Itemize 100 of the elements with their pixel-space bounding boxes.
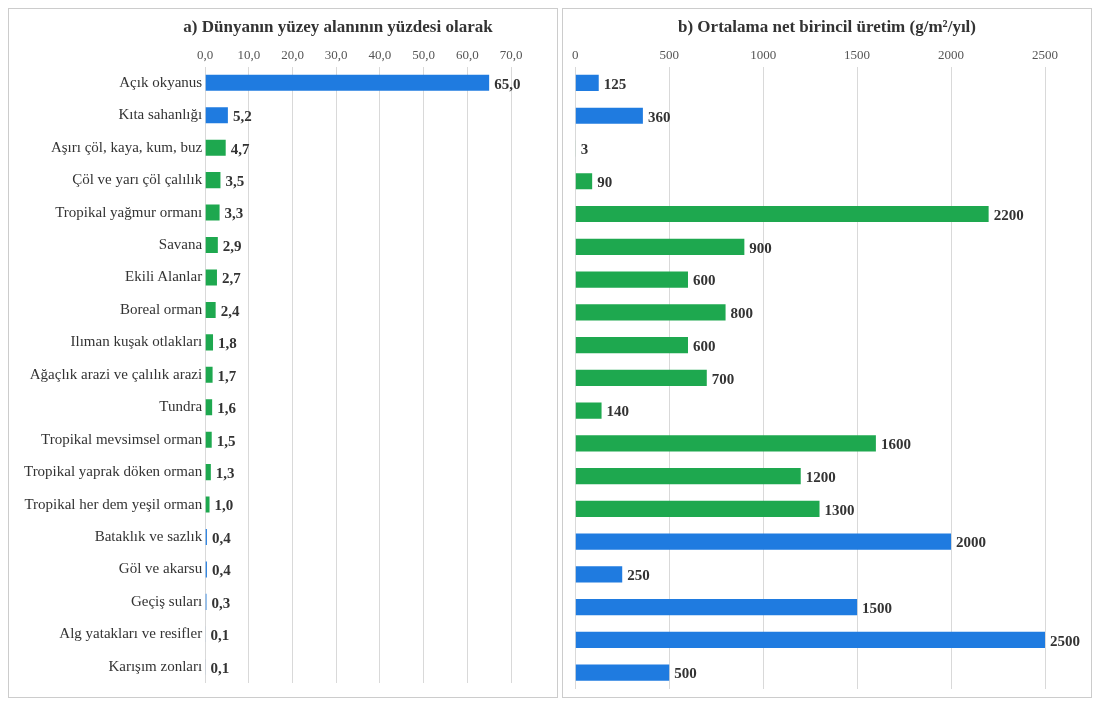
data-label: 1,6 — [217, 400, 237, 417]
x-tick-label: 1500 — [844, 47, 871, 63]
data-label: 0,3 — [211, 594, 231, 611]
data-label: 2,4 — [220, 302, 240, 319]
data-label: 3 — [580, 141, 589, 158]
bar — [205, 269, 217, 286]
data-label: 1,7 — [217, 367, 237, 384]
data-label: 125 — [603, 75, 627, 92]
data-label: 0,1 — [210, 659, 230, 676]
bar — [205, 399, 213, 416]
y-tick-label: Tropikal yağmur ormanı — [55, 203, 203, 220]
bar — [205, 237, 218, 254]
bar — [575, 369, 707, 386]
x-tick-label: 500 — [659, 47, 679, 63]
data-label: 1,5 — [216, 432, 236, 449]
y-tick-label: Geçiş suları — [130, 592, 203, 609]
y-tick-label: Kıta sahanlığı — [118, 106, 203, 123]
data-label: 90 — [597, 174, 613, 191]
bar — [575, 402, 602, 419]
bar — [575, 238, 745, 255]
bar — [575, 271, 688, 288]
data-label: 1500 — [862, 599, 893, 616]
bar — [205, 334, 214, 351]
data-label: 360 — [647, 108, 671, 125]
x-tick-label: 30,0 — [324, 47, 348, 63]
y-tick-label: Aşırı çöl, kaya, kum, buz — [50, 138, 203, 155]
bar — [205, 172, 221, 189]
bar — [205, 431, 212, 448]
data-label: 2200 — [993, 206, 1024, 223]
bar — [575, 336, 688, 354]
bar — [205, 301, 216, 318]
bar — [575, 533, 952, 550]
data-label: 1,0 — [214, 497, 234, 514]
bar — [575, 74, 599, 92]
bar — [205, 366, 213, 383]
bar — [575, 566, 623, 583]
x-tick-label: 10,0 — [237, 47, 261, 63]
data-label: 1300 — [824, 501, 855, 518]
y-tick-label: Savana — [158, 235, 203, 252]
data-label: 1,3 — [215, 465, 235, 481]
bar — [575, 173, 593, 190]
bar — [575, 205, 989, 223]
data-label: 2000 — [956, 534, 987, 551]
data-label: 0,4 — [211, 529, 232, 546]
y-tick-label: Alg yatakları ve resifler — [59, 625, 203, 642]
data-label: 2500 — [1050, 632, 1080, 649]
data-label: 2,9 — [222, 237, 242, 254]
bar — [575, 599, 858, 616]
bar — [575, 107, 643, 124]
bar — [205, 496, 210, 513]
data-label: 250 — [627, 567, 650, 584]
data-label: 600 — [692, 272, 716, 289]
data-label: 3,5 — [225, 173, 245, 190]
y-tick-label: Bataklık ve sazlık — [94, 527, 203, 544]
x-tick-label: 2500 — [1032, 47, 1058, 63]
chart-title: a) Dünyanın yüzey alanının yüzdesi olarak — [182, 17, 494, 38]
x-tick-label: 0,0 — [197, 47, 214, 63]
data-label: 600 — [692, 337, 716, 354]
data-label: 4,7 — [230, 140, 250, 157]
y-tick-label: Tropikal her dem yeşil orman — [24, 495, 203, 512]
bar — [575, 631, 1045, 648]
bar — [205, 139, 226, 156]
data-label: 0,1 — [210, 627, 230, 644]
y-tick-label: Tropikal mevsimsel orman — [41, 430, 203, 447]
y-tick-label: Açık okyanus — [119, 73, 203, 90]
y-tick-label: Tundra — [159, 398, 203, 415]
data-label: 900 — [749, 239, 772, 256]
y-tick-label: Göl ve akarsu — [118, 560, 203, 577]
x-tick-label: 0 — [572, 47, 579, 63]
y-tick-label: Ekili Alanlar — [125, 268, 203, 285]
bar — [205, 464, 211, 481]
x-tick-label: 70,0 — [499, 47, 523, 63]
data-label: 0,4 — [211, 562, 232, 579]
y-tick-label: Ilıman kuşak otlakları — [70, 333, 203, 350]
chart-title: b) Ortalama net birincil üretim (g/m²/yıl) — [677, 17, 977, 38]
y-tick-label: Çöl ve yarı çöl çalılık — [72, 171, 203, 188]
data-label: 1,8 — [218, 335, 237, 352]
bar — [205, 107, 228, 124]
y-tick-label: Boreal orman — [120, 300, 203, 317]
data-label: 3,3 — [224, 205, 244, 222]
bar — [575, 304, 726, 321]
bar — [575, 500, 820, 517]
data-label: 1600 — [880, 436, 911, 453]
data-label: 2,7 — [221, 270, 242, 287]
bar — [575, 467, 801, 485]
data-label: 1200 — [805, 468, 836, 485]
y-tick-label: Tropikal yaprak döken orman — [23, 463, 203, 480]
data-label: 65,0 — [494, 75, 521, 92]
data-label: 800 — [730, 305, 754, 322]
data-label: 500 — [674, 665, 697, 682]
data-label: 700 — [711, 370, 735, 387]
bar — [205, 204, 220, 221]
y-tick-label: Ağaçlık arazi ve çalılık arazi — [29, 365, 203, 382]
data-label: 5,2 — [232, 108, 252, 125]
x-tick-label: 60,0 — [455, 47, 479, 63]
x-tick-label: 40,0 — [368, 47, 392, 63]
bar — [575, 435, 876, 452]
x-tick-label: 20,0 — [281, 47, 304, 63]
x-tick-label: 50,0 — [412, 47, 435, 63]
x-tick-label: 1000 — [750, 47, 777, 63]
